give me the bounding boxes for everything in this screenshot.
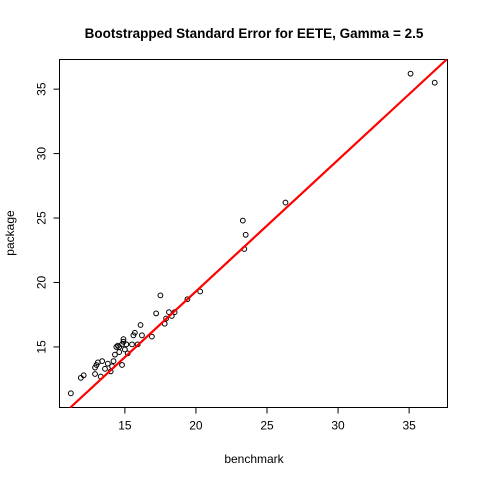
chart-title: Bootstrapped Standard Error for EETE, Ga… [85,26,424,41]
data-point [407,70,414,77]
y-axis: 15 20 25 30 35 [35,82,60,354]
y-tick-label: 20 [35,275,49,289]
data-point [113,344,120,350]
y-tick-label: 15 [35,340,49,354]
data-point [239,217,246,224]
x-tick-label: 35 [402,419,416,433]
regression-line [69,58,448,409]
data-point [119,362,125,368]
data-point [153,310,160,317]
data-point [120,336,127,343]
data-point [197,288,204,295]
data-point [129,341,135,348]
data-point [431,79,438,86]
data-point [110,358,117,365]
data-point [157,292,164,299]
x-tick-label: 25 [260,419,274,433]
data-point [67,390,74,397]
data-point [148,333,155,340]
data-point [131,329,138,336]
plot-area-frame [59,59,448,408]
fit-line-layer [69,58,448,409]
data-point [137,322,144,328]
data-point [99,358,106,365]
x-tick-label: 30 [331,419,345,433]
data-point [92,371,98,377]
data-point [80,372,87,379]
data-point [123,341,130,348]
data-point [104,360,111,367]
data-point [166,309,172,316]
data-points [67,70,438,397]
x-tick-label: 15 [118,419,132,433]
data-point [184,296,191,303]
data-point [121,346,128,353]
x-axis-label: benchmark [224,452,284,466]
x-axis: 15 20 25 30 35 [118,407,416,433]
data-point [163,315,169,322]
data-point [116,349,123,355]
data-point [139,332,145,339]
data-point [112,351,118,358]
x-tick-label: 20 [189,419,203,433]
y-tick-label: 35 [35,82,49,96]
y-axis-label: package [3,210,17,256]
y-tick-label: 25 [35,211,49,225]
data-point [282,199,289,206]
data-point [242,231,249,238]
data-point [102,365,108,372]
y-tick-label: 30 [35,147,49,161]
